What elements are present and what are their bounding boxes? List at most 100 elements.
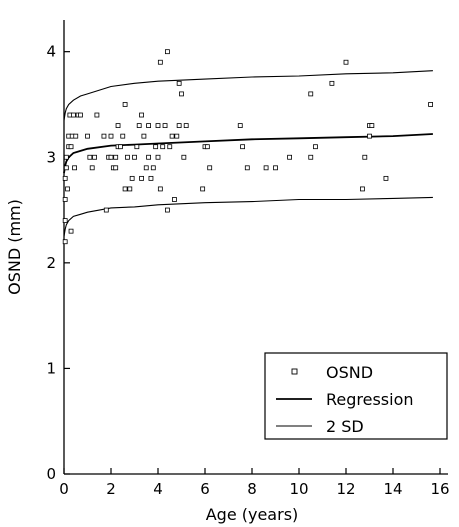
points bbox=[62, 49, 434, 245]
data-point bbox=[164, 49, 170, 55]
data-point bbox=[157, 59, 163, 65]
data-point bbox=[68, 228, 74, 234]
data-point bbox=[62, 218, 68, 224]
legend-label: Regression bbox=[326, 390, 414, 409]
data-point bbox=[136, 123, 142, 128]
data-point bbox=[240, 144, 246, 150]
data-point bbox=[65, 186, 70, 192]
x-axis-title: Age (years) bbox=[206, 505, 299, 524]
data-point bbox=[63, 165, 69, 171]
data-point bbox=[62, 175, 68, 181]
data-point bbox=[183, 123, 189, 128]
data-point bbox=[94, 112, 100, 118]
data-point bbox=[157, 186, 163, 192]
data-point bbox=[129, 175, 135, 181]
data-point bbox=[108, 133, 114, 139]
data-point bbox=[139, 175, 144, 181]
curves bbox=[63, 70, 433, 237]
data-point bbox=[367, 133, 372, 139]
data-point bbox=[167, 144, 173, 150]
data-point bbox=[200, 186, 206, 192]
data-point bbox=[181, 154, 187, 160]
data-point bbox=[113, 165, 119, 171]
data-point bbox=[115, 123, 121, 128]
data-point bbox=[122, 186, 128, 192]
data-point bbox=[176, 80, 182, 86]
data-point bbox=[63, 154, 69, 160]
legend-box bbox=[264, 352, 448, 440]
data-point bbox=[160, 144, 166, 150]
data-point bbox=[118, 144, 123, 150]
data-point bbox=[164, 207, 170, 213]
data-point bbox=[237, 123, 243, 128]
y-tick-label: 4 bbox=[46, 43, 56, 61]
data-point bbox=[103, 207, 109, 213]
x-tick-label: 4 bbox=[153, 480, 163, 498]
data-point bbox=[127, 186, 133, 192]
data-point bbox=[162, 123, 168, 128]
x-tick-label: 6 bbox=[200, 480, 210, 498]
data-point bbox=[108, 154, 114, 160]
data-point bbox=[73, 133, 79, 139]
y-tick-label: 1 bbox=[46, 359, 56, 377]
x-tick-label: 10 bbox=[289, 480, 308, 498]
data-point bbox=[329, 80, 335, 86]
x-tick-label: 16 bbox=[430, 480, 449, 498]
legend-label: OSND bbox=[326, 363, 373, 382]
data-point bbox=[141, 133, 147, 139]
sd-line bbox=[63, 196, 433, 237]
data-point bbox=[132, 154, 137, 160]
data-point bbox=[308, 91, 314, 97]
data-point bbox=[313, 144, 318, 150]
x-tick-label: 12 bbox=[336, 480, 355, 498]
data-point bbox=[428, 102, 434, 107]
legend-label: 2 SD bbox=[326, 417, 364, 436]
y-tick-label: 0 bbox=[46, 465, 56, 483]
data-point bbox=[87, 154, 93, 160]
data-point bbox=[62, 197, 68, 202]
data-point bbox=[113, 154, 119, 160]
y-axis-title: OSND (mm) bbox=[5, 199, 24, 295]
data-point bbox=[362, 154, 368, 160]
y-tick-label: 3 bbox=[46, 148, 56, 166]
legend-marker-square bbox=[291, 368, 298, 375]
data-point bbox=[134, 144, 140, 150]
data-point bbox=[146, 154, 152, 160]
data-point bbox=[101, 133, 107, 139]
data-point bbox=[120, 133, 126, 139]
data-point bbox=[308, 154, 314, 160]
data-point bbox=[143, 165, 149, 171]
y-tick-label: 2 bbox=[46, 254, 56, 272]
data-point bbox=[369, 123, 375, 128]
data-point bbox=[204, 144, 210, 150]
data-point bbox=[150, 165, 156, 171]
data-point bbox=[207, 165, 213, 171]
data-point bbox=[62, 239, 68, 245]
data-point bbox=[153, 144, 159, 150]
data-point bbox=[146, 123, 152, 128]
data-point bbox=[139, 112, 144, 118]
data-point bbox=[155, 123, 161, 128]
data-point bbox=[287, 154, 293, 160]
data-point bbox=[244, 165, 250, 171]
legend: OSND Regression 2 SD bbox=[264, 352, 448, 440]
data-point bbox=[148, 175, 154, 181]
data-point bbox=[122, 102, 128, 107]
data-point bbox=[92, 154, 97, 160]
data-point bbox=[383, 175, 389, 181]
data-point bbox=[71, 112, 76, 118]
data-point bbox=[273, 165, 278, 171]
data-point bbox=[68, 144, 74, 150]
data-point bbox=[78, 112, 83, 118]
sd-line bbox=[63, 70, 433, 121]
data-point bbox=[263, 165, 269, 171]
x-tick-label: 0 bbox=[59, 480, 69, 498]
data-point bbox=[89, 165, 95, 171]
data-point bbox=[176, 123, 182, 128]
data-point bbox=[125, 154, 130, 160]
data-point bbox=[172, 197, 177, 202]
x-tick-label: 2 bbox=[106, 480, 116, 498]
data-point bbox=[72, 165, 77, 171]
